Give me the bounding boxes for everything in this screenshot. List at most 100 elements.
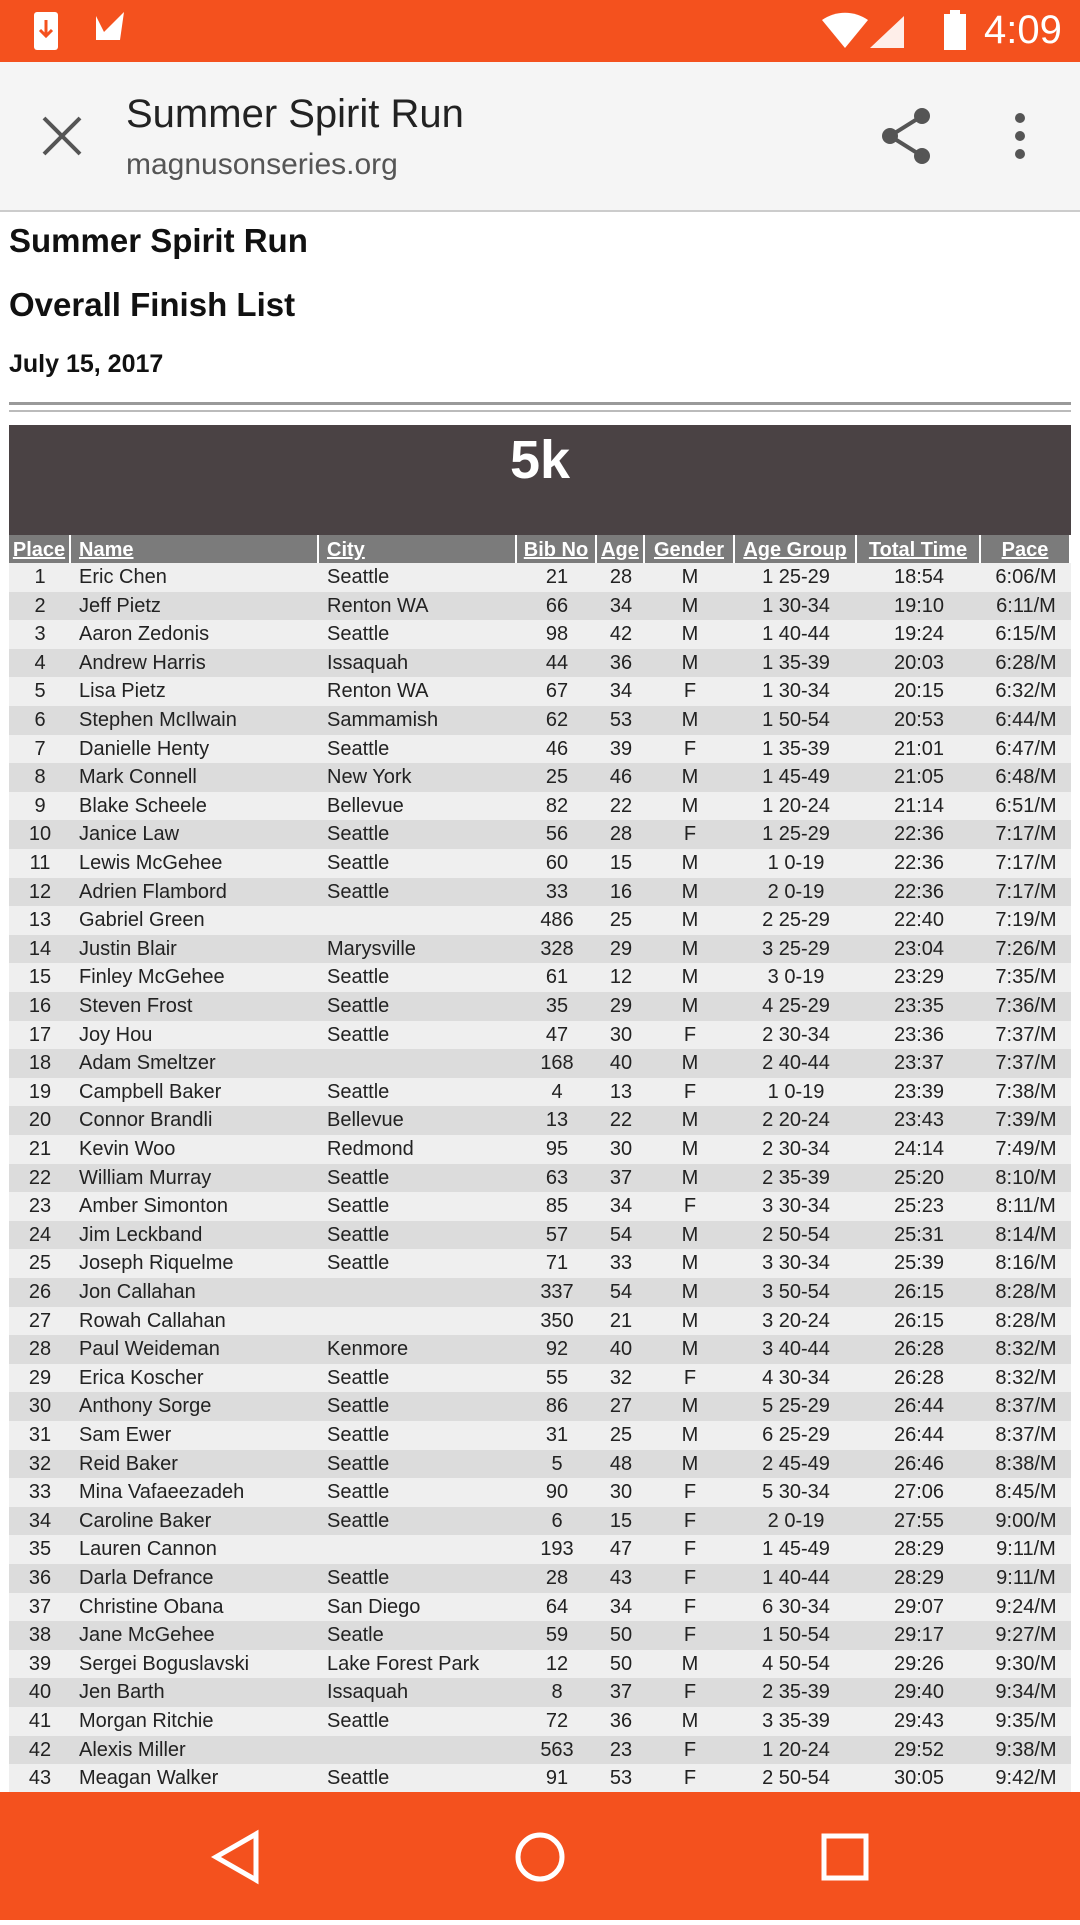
table-cell: Seattle	[327, 1424, 390, 1446]
table-cell: 4 25-29	[762, 995, 830, 1017]
table-cell: 22	[609, 1109, 633, 1132]
table-cell: Joy Hou	[79, 1023, 153, 1046]
column-header: Age Group	[735, 535, 857, 563]
rule	[9, 410, 1071, 412]
table-row: 41 Morgan Ritchie Seattle 72 36 M 3 35-39 29:43…	[9, 1707, 1071, 1736]
table-cell: 18	[28, 1052, 52, 1075]
table-cell: 29:17	[893, 1624, 945, 1647]
table-cell: 10	[28, 823, 52, 846]
table-row: 37 Christine Obana San Diego 64 34 F 6 30-34 29…	[9, 1592, 1071, 1622]
table-cell: Redmond	[327, 1138, 414, 1160]
table-cell: 23:43	[893, 1109, 945, 1132]
table-cell: 8:37/M	[995, 1395, 1057, 1418]
table-cell: Seattle	[327, 1223, 390, 1246]
table-cell: 24:14	[893, 1138, 945, 1160]
table-cell: F	[683, 1538, 697, 1561]
table-cell: 31	[28, 1424, 52, 1446]
table-cell: M	[681, 766, 699, 789]
table-cell: 29:07	[893, 1595, 945, 1618]
table-cell: 38	[28, 1624, 52, 1647]
table-cell: 8:10/M	[995, 1166, 1057, 1189]
table-cell: 26:46	[893, 1452, 945, 1475]
table-cell: 20:15	[893, 680, 945, 703]
table-cell: M	[681, 1109, 699, 1132]
table-row: 38 Jane McGehee Seatle 59 50 F 1 50-54 29:17 9:2…	[9, 1621, 1071, 1650]
table-cell: 27:06	[893, 1481, 945, 1504]
table-cell: 5	[551, 1452, 563, 1475]
table-row: 1 Eric Chen Seattle 21 28 M 1 25-29 18:54 6:06/M	[9, 563, 1071, 592]
table-cell: 40	[609, 1338, 633, 1361]
table-cell: 33	[28, 1481, 52, 1504]
table-cell: 50	[609, 1624, 633, 1647]
table-cell: 23	[609, 1738, 633, 1761]
table-cell: 22	[28, 1166, 52, 1189]
close-button[interactable]	[40, 114, 84, 158]
table-cell: 32	[28, 1452, 52, 1475]
table-cell: 1 45-49	[762, 766, 830, 789]
table-cell: 30	[609, 1023, 633, 1046]
table-cell: 35	[28, 1538, 52, 1561]
table-cell: 26:15	[893, 1281, 945, 1303]
table-row: 9 Blake Scheele Bellevue 82 22 M 1 20-24 21:14 6…	[9, 791, 1071, 821]
table-cell: 1 0-19	[767, 1080, 825, 1103]
table-cell: 53	[609, 709, 633, 731]
table-cell: Renton WA	[327, 594, 429, 617]
table-cell: 29	[28, 1366, 52, 1389]
recents-button[interactable]	[821, 1833, 869, 1881]
table-cell: F	[683, 1624, 697, 1647]
table-cell: 31	[545, 1424, 569, 1446]
table-cell: M	[681, 1281, 699, 1303]
table-cell: 29	[609, 995, 633, 1017]
table-cell: 20:03	[893, 651, 945, 674]
table-cell: 34	[609, 1195, 633, 1218]
table-cell: 7	[34, 737, 46, 760]
table-cell: 9:00/M	[995, 1509, 1057, 1532]
results-table: Place Name City Bib No Age Gender Age Group Tot…	[9, 535, 1071, 1792]
table-cell: 35	[545, 995, 569, 1017]
table-cell: 6:48/M	[995, 766, 1057, 789]
table-caption: 5k	[509, 430, 571, 490]
column-header: Age	[597, 535, 645, 563]
table-cell: 2	[34, 594, 46, 617]
table-cell: M	[681, 995, 699, 1017]
table-row: 2 Jeff Pietz Renton WA 66 34 M 1 30-34 19:10 6:1…	[9, 591, 1071, 621]
table-cell: 2 50-54	[762, 1223, 830, 1246]
menu-button[interactable]	[1008, 112, 1032, 162]
home-button[interactable]	[515, 1832, 565, 1882]
rule	[9, 402, 1071, 405]
table-cell: 3	[34, 623, 46, 646]
table-cell: 22:36	[893, 823, 945, 846]
table-cell: F	[683, 1023, 697, 1046]
table-cell: Janice Law	[79, 823, 180, 846]
table-cell: 21	[28, 1138, 52, 1160]
table-cell: 28	[28, 1338, 52, 1361]
table-cell: 67	[545, 680, 569, 703]
table-cell: 7:19/M	[995, 909, 1057, 932]
table-cell: 23:35	[893, 995, 945, 1017]
table-cell: 40	[28, 1681, 52, 1704]
table-cell: 2 35-39	[762, 1681, 830, 1704]
table-cell: 23:04	[893, 937, 945, 960]
table-cell: Mina Vafaeezadeh	[79, 1481, 245, 1504]
table-cell: Erica Koscher	[79, 1366, 204, 1389]
table-cell: Mark Connell	[79, 766, 197, 789]
table-cell: 1 30-34	[762, 680, 830, 703]
table-cell: M	[681, 1052, 699, 1075]
table-cell: 21	[545, 566, 569, 588]
table-cell: M	[681, 966, 699, 989]
table-cell: 2 0-19	[767, 1509, 825, 1532]
table-cell: Seattle	[327, 880, 390, 903]
table-cell: 5	[34, 680, 46, 703]
table-cell: 1 35-39	[762, 737, 830, 760]
share-button[interactable]	[880, 106, 936, 166]
table-cell: 16	[28, 995, 52, 1017]
table-cell: Finley McGehee	[79, 966, 225, 989]
back-button[interactable]	[210, 1829, 259, 1885]
table-cell: 11	[29, 852, 51, 874]
toolbar: Summer Spirit Run magnusonseries.org	[0, 62, 1080, 212]
column-header: Total Time	[857, 535, 981, 563]
table-cell: 36	[609, 1710, 633, 1732]
table-cell	[319, 1736, 517, 1765]
table-cell: M	[681, 1424, 699, 1446]
